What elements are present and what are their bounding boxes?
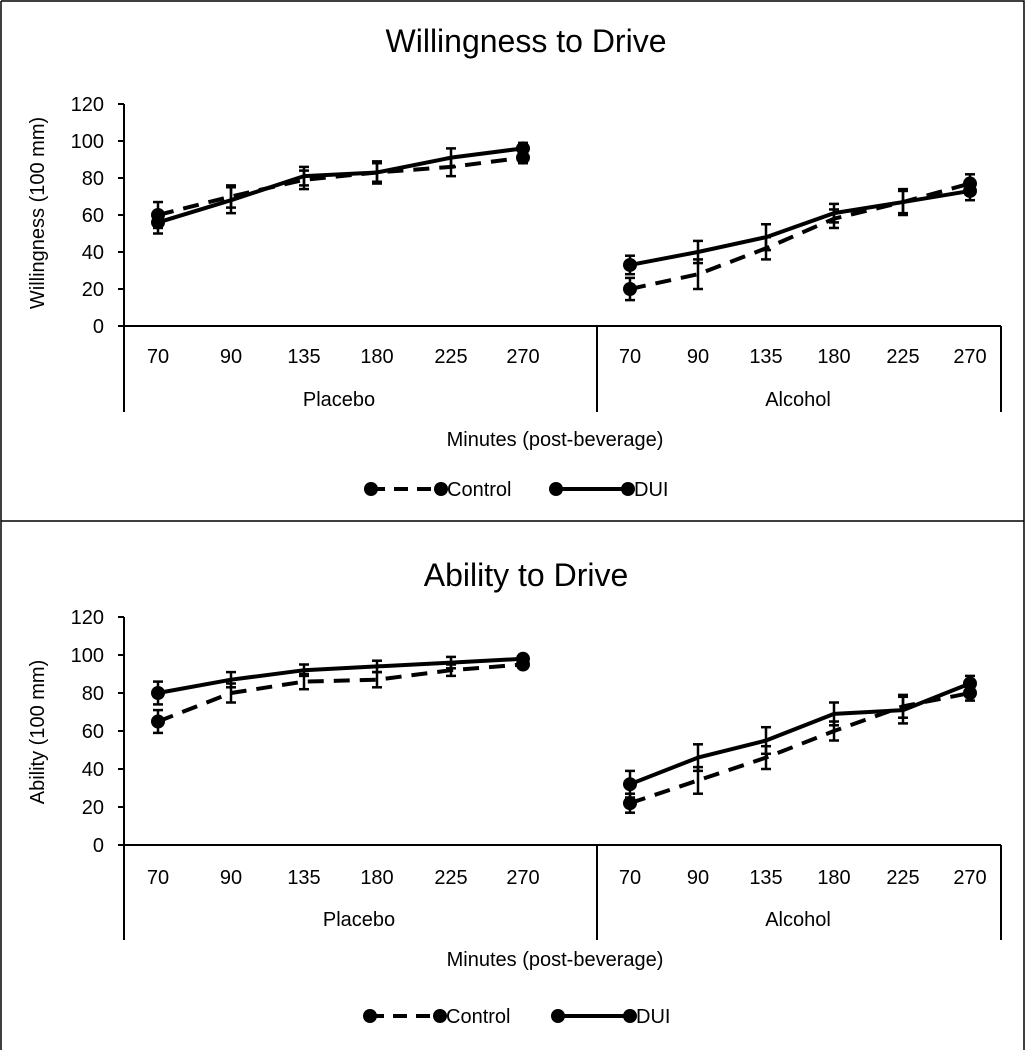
- chart-2-legend-dui-marker-end: [623, 1009, 637, 1023]
- chart-1-legend-dui-marker-start: [549, 482, 563, 496]
- chart-1-title: Willingness to Drive: [386, 23, 667, 59]
- chart-1-x-tick-label: 225: [434, 346, 467, 368]
- chart-2-group-label-alcohol: Alcohol: [765, 909, 831, 931]
- chart-2-x-tick-label: 70: [147, 867, 169, 889]
- chart-1-series-control-point: [623, 282, 637, 296]
- chart-2-series-dui-point: [516, 651, 530, 666]
- chart-1-group-label-alcohol: Alcohol: [765, 389, 831, 411]
- chart-1-legend-control-marker-end: [434, 482, 448, 496]
- chart-1-x-tick-label: 135: [749, 346, 782, 368]
- chart-1-x-tick-label: 180: [360, 346, 393, 368]
- chart-1-legend-dui-label: DUI: [634, 479, 668, 501]
- chart-2-x-tick-label: 135: [749, 867, 782, 889]
- chart-2-y-tick-label: 100: [71, 645, 104, 667]
- chart-2-legend-control-marker-start: [363, 1009, 377, 1023]
- chart-1-y-tick-label: 20: [82, 279, 104, 301]
- chart-2-x-tick-label: 90: [220, 867, 242, 889]
- chart-2-x-tick-label: 270: [506, 867, 539, 889]
- chart-2-x-tick-label: 135: [287, 867, 320, 889]
- chart-2-x-tick-label: 270: [953, 867, 986, 889]
- chart-2-xlabel: Minutes (post-beverage): [447, 949, 664, 971]
- chart-2-x-tick-label: 70: [619, 867, 641, 889]
- chart-1-group-label-placebo: Placebo: [303, 389, 375, 411]
- chart-2-x-tick-label: 225: [434, 867, 467, 889]
- chart-2-series-control-point: [623, 796, 637, 811]
- chart-1-x-tick-label: 180: [817, 346, 850, 368]
- chart-2-ylabel: Ability (100 mm): [27, 660, 49, 804]
- chart-2-series-control-point: [151, 714, 165, 729]
- chart-1-y-tick-label: 60: [82, 205, 104, 227]
- chart-2-series-dui-line: [629, 681, 971, 787]
- chart-2-title: Ability to Drive: [424, 557, 629, 593]
- chart-2-series-dui-point: [151, 686, 165, 700]
- chart-2-x-tick-label: 225: [886, 867, 919, 889]
- chart-2-series-control-line: [157, 662, 524, 724]
- chart-2-legend-control-label: Control: [446, 1006, 510, 1028]
- chart-1-x-tick-label: 225: [886, 346, 919, 368]
- chart-2-x-tick-label: 180: [817, 867, 850, 889]
- chart-2-series-dui-point: [963, 676, 977, 691]
- chart-1-series-dui-point: [151, 215, 165, 230]
- chart-1-xlabel: Minutes (post-beverage): [447, 429, 664, 451]
- chart-1-plot: 0 20 40 60 80 100 120 70 90 135 180 225 270 70 90 135 18…: [71, 94, 1002, 412]
- chart-1-y-tick-label: 80: [82, 168, 104, 190]
- chart-1-series-dui-line: [629, 188, 971, 267]
- chart-2-y-tick-label: 80: [82, 683, 104, 705]
- chart-2-legend-dui-marker-start: [551, 1009, 565, 1023]
- chart-1-legend: Control DUI: [364, 479, 668, 501]
- chart-2-x-tick-label: 180: [360, 867, 393, 889]
- chart-1-y-tick-label: 100: [71, 131, 104, 153]
- chart-1-ylabel: Willingness (100 mm): [27, 117, 49, 309]
- chart-1-legend-dui-marker-end: [621, 482, 635, 496]
- chart-2-legend: Control DUI: [363, 1006, 670, 1028]
- chart-1-x-tick-label: 135: [287, 346, 320, 368]
- chart-1-y-tick-label: 0: [93, 316, 104, 338]
- chart-1-series-dui-point: [963, 183, 977, 198]
- chart-1-series-dui-point: [623, 257, 637, 272]
- chart-2-legend-control-marker-end: [433, 1009, 447, 1023]
- chart-2-plot: 0 20 40 60 80 100 120 70 90 135 180 225 270 70 90 135 18…: [71, 607, 1002, 940]
- chart-2-y-tick-label: 20: [82, 797, 104, 819]
- chart-1-x-tick-label: 90: [687, 346, 709, 368]
- chart-2-series-dui-line: [157, 656, 524, 695]
- chart-1-series-dui-point: [516, 141, 530, 156]
- chart-1-x-tick-label: 90: [220, 346, 242, 368]
- chart-2-y-tick-label: 120: [71, 607, 104, 629]
- chart-2-y-tick-label: 60: [82, 721, 104, 743]
- chart-1-y-tick-label: 120: [71, 94, 104, 116]
- chart-1-legend-control-marker-start: [364, 482, 378, 496]
- chart-1-y-tick-label: 40: [82, 242, 104, 264]
- chart-2-y-tick-label: 0: [93, 835, 104, 857]
- chart-2-legend-dui-label: DUI: [636, 1006, 670, 1028]
- chart-2-x-tick-label: 90: [687, 867, 709, 889]
- chart-1-x-tick-label: 270: [953, 346, 986, 368]
- chart-2-series-dui-point: [623, 777, 637, 792]
- chart-1-legend-control-label: Control: [447, 479, 511, 501]
- chart-2-group-label-placebo: Placebo: [323, 909, 395, 931]
- chart-1-x-tick-label: 70: [147, 346, 169, 368]
- chart-1-x-tick-label: 70: [619, 346, 641, 368]
- chart-1-x-tick-label: 270: [506, 346, 539, 368]
- chart-2-y-tick-label: 40: [82, 759, 104, 781]
- chart-1-series-dui-line: [157, 146, 524, 225]
